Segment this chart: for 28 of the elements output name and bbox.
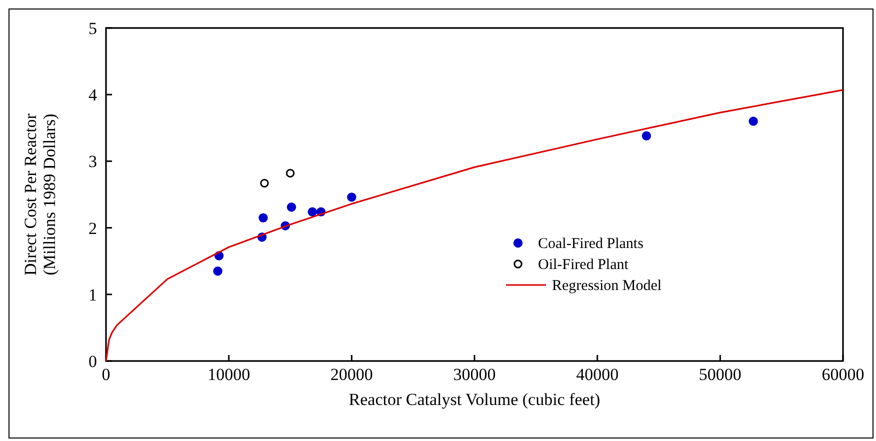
point: [286, 168, 295, 178]
point: [258, 213, 268, 222]
point: [260, 178, 269, 188]
point: [213, 266, 222, 276]
x-tick-label: 20000: [330, 365, 373, 384]
legend-label: Regression Model: [552, 278, 662, 294]
y-tick-label: 4: [88, 86, 98, 105]
x-tick-label: 60000: [822, 365, 864, 384]
legend-label: Coal-Fired Plants: [538, 236, 644, 252]
point: [748, 116, 758, 126]
x-axis-title: Reactor Catalyst Volume (cubic feet): [348, 390, 600, 409]
legend-label: Oil-Fired Plant: [538, 257, 630, 273]
x-tick-label: 0: [102, 365, 110, 384]
y-axis-title: Direct Cost Per Reactor (Millions 1989 Dollars): [21, 113, 59, 276]
y-tick-label: 3: [88, 152, 97, 172]
line-series: [105, 89, 844, 362]
y-tick-label: 0: [88, 352, 97, 371]
y-tick-label: 2: [88, 218, 97, 238]
x-tick-label: 30000: [453, 365, 496, 384]
y-tick-label: 5: [88, 19, 97, 38]
point: [642, 131, 652, 140]
point: [308, 207, 317, 216]
x-tick-label: 10000: [208, 365, 250, 384]
point: [286, 202, 296, 212]
x-tick-label: 50000: [698, 365, 742, 384]
y-tick-label: 1: [88, 285, 97, 304]
x-tick-label: 40000: [576, 365, 619, 384]
point: [347, 192, 356, 202]
